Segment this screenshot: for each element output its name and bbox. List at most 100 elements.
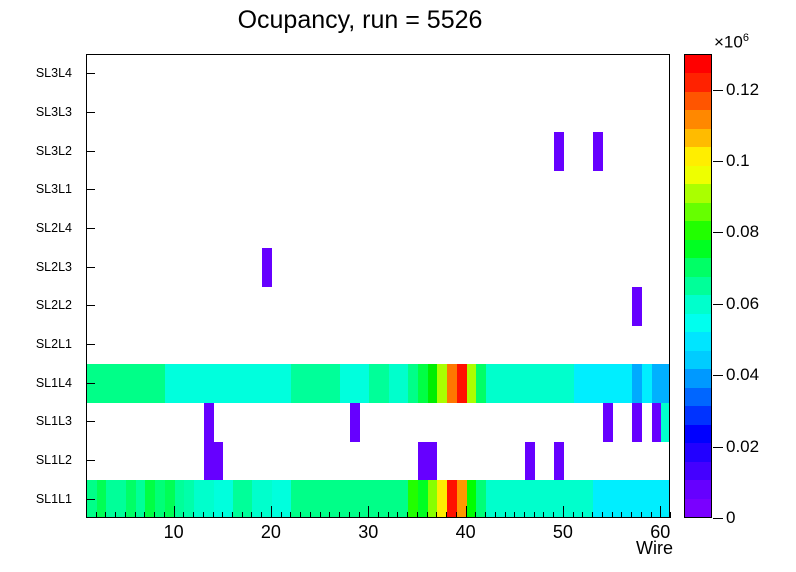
x-axis-minor-tick — [621, 512, 623, 518]
x-axis-minor-tick — [572, 512, 574, 518]
heatmap-cell — [466, 480, 477, 517]
heatmap-cell — [641, 364, 652, 403]
heatmap-cell — [125, 480, 136, 517]
heatmap-cell — [651, 403, 662, 442]
color-bar-swatch — [685, 258, 711, 277]
color-bar-swatch — [685, 202, 711, 222]
x-axis-minor-tick — [280, 512, 282, 518]
color-bar-swatch — [685, 165, 711, 185]
heatmap-cell — [87, 364, 165, 403]
color-bar-tick-label: 0.08 — [726, 222, 760, 242]
y-axis-label-sl1l3: SL1L3 — [35, 414, 72, 429]
x-axis-minor-tick — [300, 512, 302, 518]
color-bar-swatch — [685, 387, 711, 407]
x-axis-tick-label: 40 — [455, 522, 476, 542]
heatmap-cell — [87, 480, 97, 517]
heatmap-cell — [661, 403, 669, 442]
heatmap-cell — [233, 480, 253, 517]
color-bar-tick-label: 0.02 — [726, 436, 760, 456]
heatmap-cell — [602, 403, 613, 442]
color-bar-tick — [713, 304, 723, 305]
y-axis-label-sl3l2: SL3L2 — [35, 143, 72, 158]
x-axis-minor-tick — [446, 512, 448, 518]
y-axis-tick — [86, 421, 95, 422]
heatmap-cell — [593, 132, 603, 171]
x-axis-tick-label: 60 — [650, 522, 671, 542]
heatmap-cell — [525, 441, 535, 481]
color-bar-swatch — [685, 184, 711, 203]
color-bar-swatch — [685, 461, 711, 481]
color-bar-tick-label: 0.04 — [726, 365, 760, 385]
heatmap-cell — [194, 480, 214, 517]
heatmap-cell — [164, 364, 292, 403]
heatmap-cell — [554, 132, 564, 171]
x-axis-minor-tick — [251, 512, 253, 518]
heatmap-cell — [427, 364, 438, 403]
color-bar-swatch — [685, 221, 711, 240]
color-bar-tick — [713, 518, 723, 519]
plot-title: Ocupancy, run = 5526 — [237, 6, 483, 34]
x-axis-minor-tick — [426, 512, 428, 518]
heatmap-cell — [184, 480, 195, 517]
color-bar-gradient — [685, 55, 711, 517]
heatmap-cell — [632, 364, 642, 403]
x-axis-minor-tick — [455, 512, 457, 518]
heatmap-cell — [486, 480, 594, 517]
x-axis-minor-tick — [640, 512, 642, 518]
x-axis-minor-tick — [543, 512, 545, 518]
heatmap-cell — [651, 364, 669, 403]
heatmap-cell — [447, 480, 457, 517]
heatmap-cell — [388, 364, 409, 403]
heatmap-cell — [456, 480, 467, 517]
color-bar-swatch — [685, 350, 711, 370]
x-axis-major-tick — [368, 506, 370, 518]
heatmap-cell — [164, 480, 175, 517]
heatmap-cell — [262, 248, 272, 287]
color-bar-tick-label: 0.12 — [726, 79, 760, 99]
color-bar-swatch — [685, 110, 711, 129]
x-axis-tick-label: 20 — [260, 522, 281, 542]
x-axis-tick-label: 10 — [163, 522, 184, 542]
heatmap-cell — [427, 480, 438, 517]
heatmap-cell — [417, 364, 428, 403]
x-axis-minor-tick — [329, 512, 331, 518]
heatmap-cell — [486, 364, 574, 403]
color-bar-swatch — [685, 55, 711, 74]
color-bar-swatch — [685, 313, 711, 333]
color-bar-tick — [713, 447, 723, 448]
x-axis-minor-tick — [154, 512, 156, 518]
x-axis-minor-tick — [582, 512, 584, 518]
color-bar-swatch — [685, 332, 711, 351]
y-axis-label-sl3l4: SL3L4 — [35, 66, 72, 81]
x-axis-minor-tick — [553, 512, 555, 518]
y-axis-tick — [86, 305, 95, 306]
x-axis-minor-tick — [232, 512, 233, 518]
x-axis-minor-tick — [144, 512, 146, 518]
heatmap-cell — [554, 441, 564, 481]
heatmap-cell — [437, 480, 448, 517]
color-bar — [684, 54, 712, 518]
y-axis-tick — [86, 460, 95, 461]
heatmap-cell — [174, 480, 185, 517]
heatmap-cell — [155, 480, 165, 517]
x-axis-minor-tick — [485, 512, 487, 518]
x-axis-tick-label: 30 — [358, 522, 379, 542]
color-bar-tick-label: 0.06 — [726, 293, 760, 313]
heatmap-cell — [408, 364, 418, 403]
heatmap-cell — [369, 364, 389, 403]
heatmap-cell — [573, 364, 633, 403]
x-axis-minor-tick — [524, 512, 525, 518]
heatmap-cell — [476, 480, 487, 517]
y-axis-tick — [86, 189, 95, 190]
y-axis-tick — [86, 344, 95, 345]
color-bar-swatch — [685, 276, 711, 296]
x-axis-minor-tick — [348, 512, 350, 518]
heatmap-cell — [476, 364, 487, 403]
x-axis-minor-tick — [105, 512, 107, 518]
y-axis-label-sl1l2: SL1L2 — [35, 453, 72, 467]
y-axis-tick — [86, 499, 95, 500]
y-axis-label-sl3l1: SL3L1 — [35, 182, 72, 197]
color-bar-tick — [713, 232, 723, 233]
color-bar-swatch — [685, 443, 711, 462]
